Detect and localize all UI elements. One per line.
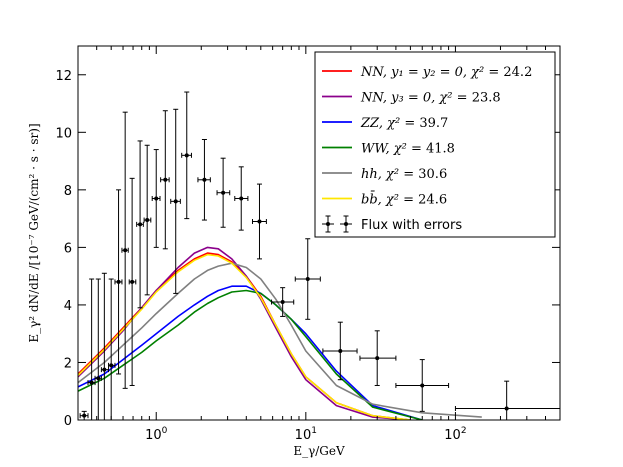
data-point bbox=[197, 139, 211, 221]
data-point bbox=[359, 330, 397, 386]
x-tick-label: 100 bbox=[145, 426, 168, 443]
plot-frame bbox=[77, 45, 561, 421]
data-marker bbox=[154, 196, 159, 201]
data-point bbox=[181, 91, 192, 220]
legend-label-5: bb̄, χ² = 24.6 bbox=[361, 191, 447, 208]
data-marker bbox=[504, 406, 509, 411]
legend-label-4: hh, χ² = 30.6 bbox=[361, 167, 447, 182]
legend: NN, y₁ = y₂ = 0, χ² = 24.2 NN, y₃ = 0, χ²… bbox=[314, 51, 556, 238]
data-marker bbox=[221, 190, 226, 195]
data-point bbox=[143, 144, 152, 296]
series-line-2 bbox=[78, 285, 423, 420]
legend-swatch-points bbox=[322, 215, 352, 233]
curves-layer bbox=[78, 246, 482, 420]
data-marker bbox=[257, 219, 262, 224]
data-marker bbox=[145, 218, 150, 223]
data-point bbox=[454, 380, 560, 420]
data-point bbox=[108, 278, 116, 420]
data-marker bbox=[102, 367, 107, 372]
data-marker bbox=[338, 348, 343, 353]
y-axis-label: E_γ² dN/dE /[10⁻⁷ GeV/(cm² · s · sr)] bbox=[27, 123, 41, 342]
legend-label-points: Flux with errors bbox=[361, 218, 462, 233]
data-point bbox=[100, 272, 110, 420]
data-point bbox=[79, 410, 89, 420]
data-point bbox=[395, 359, 450, 412]
data-point bbox=[160, 110, 170, 250]
legend-marker bbox=[344, 222, 348, 226]
data-marker bbox=[89, 380, 94, 385]
data-marker bbox=[163, 177, 168, 182]
data-marker bbox=[173, 199, 178, 204]
data-point bbox=[251, 183, 267, 260]
x-axis: 100 101 102 bbox=[77, 46, 561, 443]
data-point bbox=[271, 287, 295, 317]
y-tick-label: 12 bbox=[55, 69, 72, 84]
data-point bbox=[128, 177, 137, 386]
data-point bbox=[170, 108, 181, 294]
data-marker bbox=[202, 177, 207, 182]
data-point bbox=[87, 278, 96, 420]
data-point bbox=[294, 238, 321, 320]
y-tick-label: 8 bbox=[64, 184, 72, 199]
y-tick-label: 2 bbox=[64, 356, 72, 371]
data-marker bbox=[130, 279, 135, 284]
data-marker bbox=[96, 376, 101, 381]
legend-label-2: ZZ, χ² = 39.7 bbox=[360, 116, 448, 131]
y-tick-label: 10 bbox=[55, 126, 72, 141]
legend-label-3: WW, χ² = 41.8 bbox=[361, 142, 455, 157]
data-marker bbox=[239, 196, 244, 201]
legend-marker bbox=[326, 222, 330, 226]
data-point bbox=[216, 157, 231, 228]
data-marker bbox=[375, 356, 380, 361]
x-tick-label: 101 bbox=[295, 426, 317, 443]
data-marker bbox=[280, 300, 285, 305]
y-tick-label: 6 bbox=[64, 241, 72, 256]
y-tick-label: 4 bbox=[64, 299, 72, 314]
series-line-4 bbox=[78, 262, 482, 418]
data-point bbox=[114, 189, 123, 375]
data-marker bbox=[116, 279, 121, 284]
legend-label-0: NN, y₁ = y₂ = 0, χ² = 24.2 bbox=[360, 65, 532, 80]
series-line-3 bbox=[78, 289, 423, 420]
data-points-layer bbox=[79, 91, 560, 420]
data-marker bbox=[123, 248, 128, 253]
data-point bbox=[151, 149, 161, 248]
data-marker bbox=[109, 363, 114, 368]
x-axis-label: E_γ/GeV bbox=[293, 444, 345, 458]
data-marker bbox=[82, 413, 87, 418]
y-axis: 0 2 4 6 8 10 12 bbox=[55, 69, 560, 429]
x-tick-label: 102 bbox=[444, 426, 466, 443]
legend-box bbox=[314, 51, 556, 238]
y-tick-label: 0 bbox=[64, 414, 72, 429]
data-marker bbox=[184, 153, 189, 158]
series-line-5 bbox=[78, 253, 411, 420]
data-point bbox=[322, 321, 358, 381]
data-point bbox=[94, 278, 102, 420]
legend-label-1: NN, y₃ = 0, χ² = 23.8 bbox=[360, 91, 501, 106]
data-point bbox=[136, 140, 144, 309]
data-marker bbox=[138, 222, 143, 227]
data-marker bbox=[305, 277, 310, 282]
data-point bbox=[121, 111, 129, 389]
data-point bbox=[234, 166, 249, 231]
data-marker bbox=[420, 383, 425, 388]
